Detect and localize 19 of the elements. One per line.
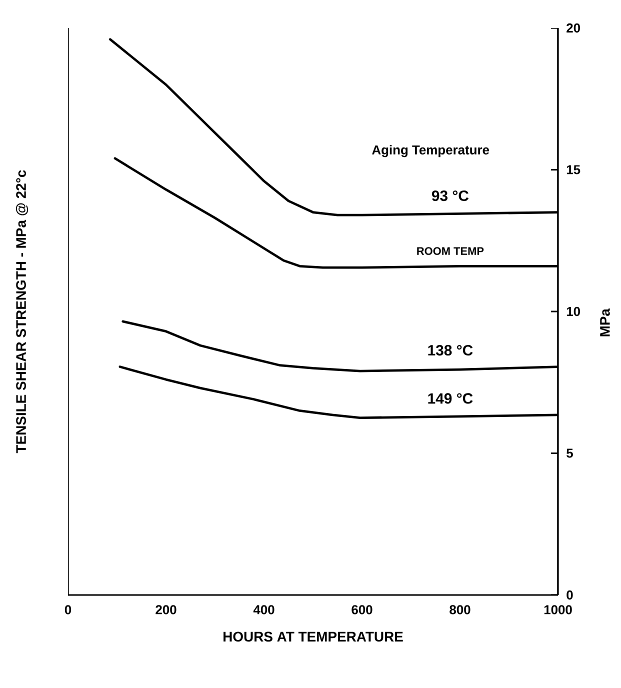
annotation: Aging Temperature xyxy=(372,144,490,158)
x-axis-title: HOURS AT TEMPERATURE xyxy=(224,632,403,642)
y-tick-label: 0 xyxy=(566,590,573,600)
series-label: 93 °C xyxy=(432,190,469,202)
y-axis-title: TENSILE SHEAR STRENGTH - MPa @ 22°c xyxy=(16,170,28,454)
x-tick-label: 800 xyxy=(450,605,470,614)
y-tick-label: 20 xyxy=(566,23,580,33)
series-label: ROOM TEMP xyxy=(417,247,484,255)
x-tick-label: 400 xyxy=(253,605,274,614)
series-label: 149 °C xyxy=(428,393,473,404)
y2-axis-title: MPa xyxy=(600,308,610,336)
y-tick-label: 15 xyxy=(566,165,580,174)
x-tick-label: 0 xyxy=(64,605,72,614)
x-tick-label: 200 xyxy=(156,605,176,614)
x-tick-label: 1000 xyxy=(544,605,572,614)
y-tick-label: 5 xyxy=(566,448,573,458)
series-label: 138 °C xyxy=(428,344,473,356)
y-tick-label: 10 xyxy=(566,306,580,316)
x-tick-label: 600 xyxy=(352,605,372,614)
